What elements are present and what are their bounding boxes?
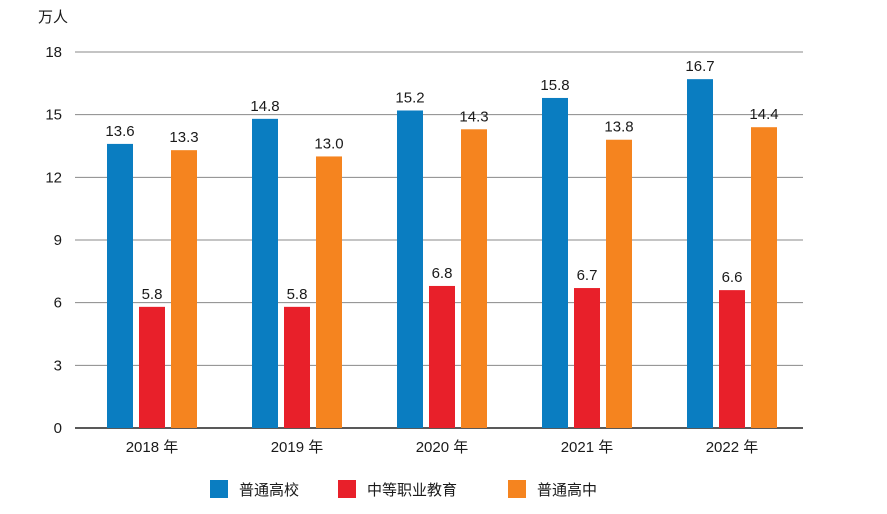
- x-tick-label: 2018 年: [126, 439, 179, 456]
- data-label: 14.3: [459, 108, 488, 125]
- data-label: 13.0: [314, 135, 343, 152]
- legend-swatch: [508, 480, 526, 498]
- legend-label: 中等职业教育: [367, 481, 457, 499]
- x-tick-label: 2020 年: [416, 439, 469, 456]
- bar: [284, 306, 310, 428]
- legend-swatch: [338, 480, 356, 498]
- data-label: 5.8: [142, 286, 163, 303]
- y-tick-label: 3: [54, 357, 62, 374]
- data-label: 14.4: [749, 106, 778, 123]
- x-tick-label: 2021 年: [561, 439, 614, 456]
- x-tick-label: 2019 年: [271, 439, 324, 456]
- bar: [542, 97, 568, 428]
- bar: [461, 129, 487, 429]
- bar: [687, 79, 713, 429]
- bar: [751, 127, 777, 428]
- y-axis-unit-label: 万人: [38, 9, 68, 26]
- bar: [316, 156, 342, 428]
- y-tick-label: 0: [54, 420, 62, 437]
- y-tick-label: 18: [45, 44, 62, 61]
- y-tick-label: 15: [45, 107, 62, 124]
- data-label: 13.6: [105, 123, 134, 140]
- x-tick-label: 2022 年: [706, 439, 759, 456]
- data-label: 13.3: [169, 129, 198, 146]
- bar: [606, 139, 632, 428]
- bar: [107, 143, 133, 428]
- bar: [429, 285, 455, 428]
- legend-label: 普通高校: [239, 482, 299, 499]
- bar: [397, 110, 423, 428]
- data-label: 6.6: [722, 269, 743, 286]
- y-tick-label: 6: [54, 295, 62, 312]
- legend-swatch: [210, 480, 228, 498]
- y-tick-label: 9: [54, 232, 62, 249]
- bar: [719, 290, 745, 428]
- bar: [171, 150, 197, 428]
- data-label: 6.7: [577, 267, 598, 284]
- data-label: 5.8: [287, 286, 308, 303]
- bar: [574, 288, 600, 428]
- data-label: 15.2: [395, 89, 424, 106]
- data-label: 14.8: [250, 98, 279, 115]
- data-label: 15.8: [540, 77, 569, 94]
- data-label: 13.8: [604, 119, 633, 136]
- data-label: 6.8: [432, 265, 453, 282]
- data-label: 16.7: [685, 58, 714, 75]
- bar: [139, 306, 165, 428]
- legend-label: 普通高中: [537, 482, 597, 499]
- bar: [252, 118, 278, 428]
- y-tick-label: 12: [45, 169, 62, 186]
